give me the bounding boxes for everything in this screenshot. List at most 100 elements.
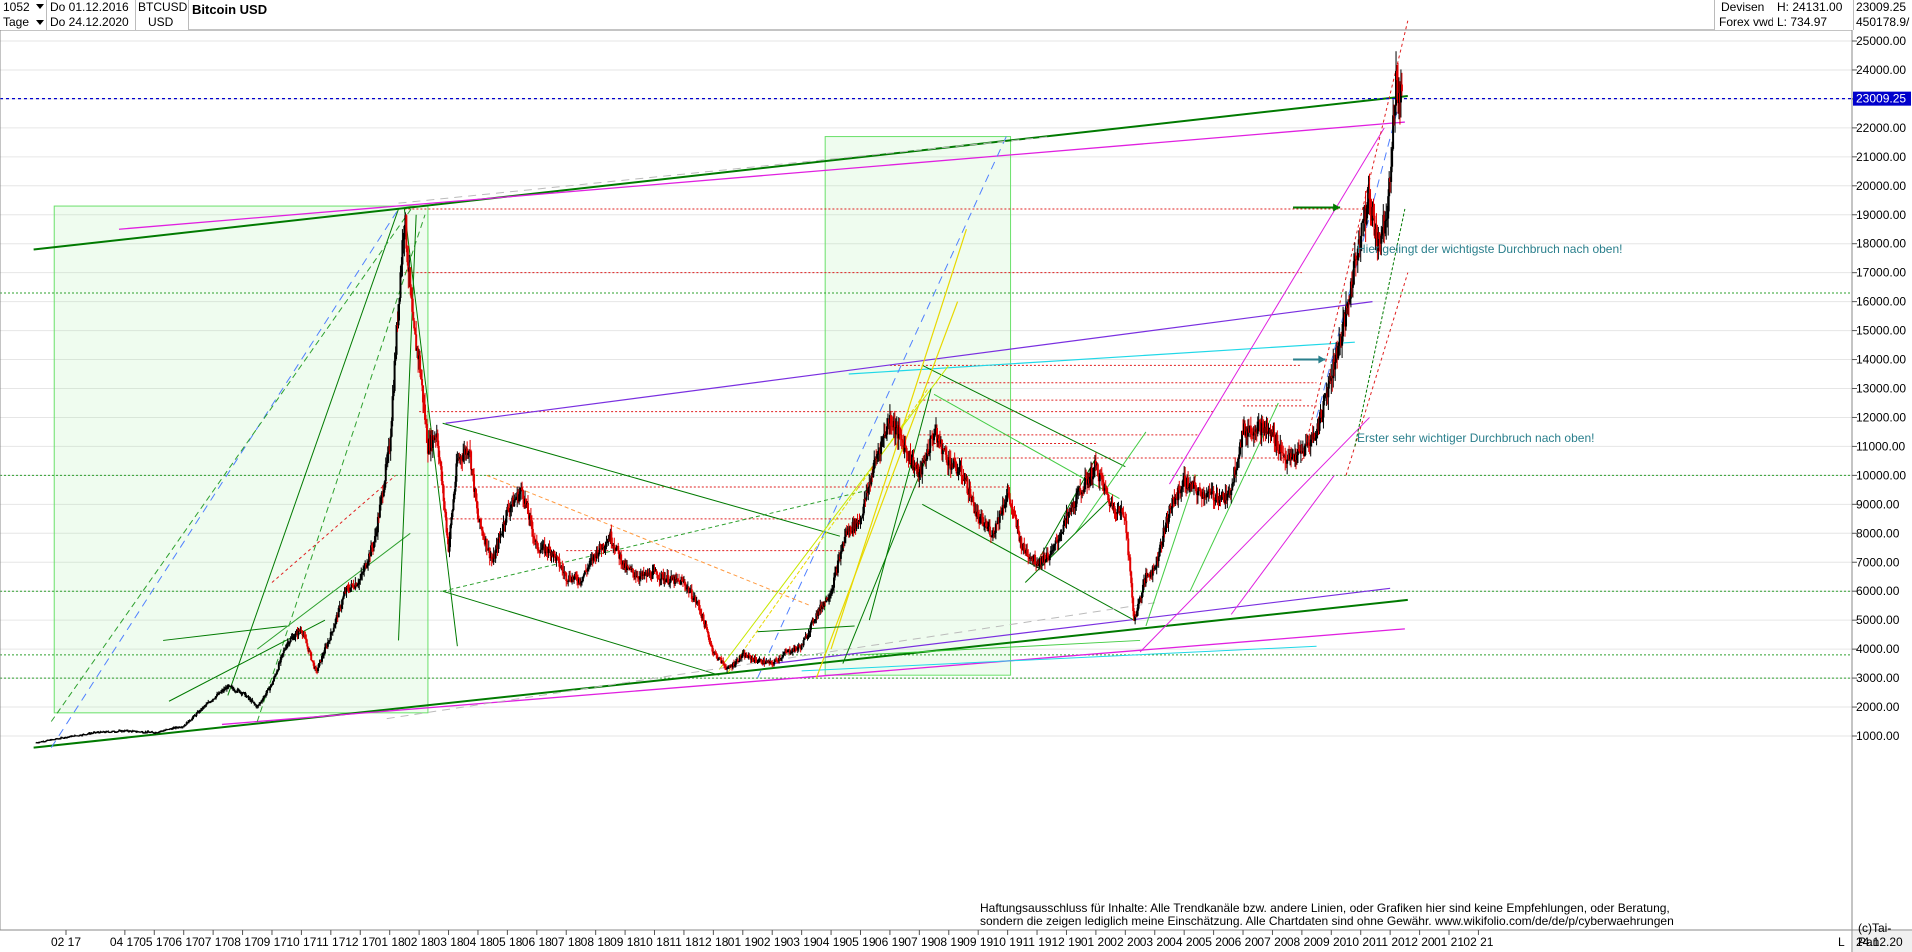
- candle-body: [1018, 532, 1021, 542]
- candle-body: [445, 517, 448, 533]
- candle-body: [394, 354, 397, 361]
- disclaimer-line-1: Haftungsausschluss für Inhalte: Alle Tre…: [980, 901, 1670, 915]
- candle-body: [833, 577, 836, 588]
- candle-body: [304, 634, 307, 639]
- candle-body: [176, 727, 179, 729]
- candle-body: [110, 731, 113, 733]
- bars-control[interactable]: 1052 Tage: [0, 0, 47, 30]
- candle-body: [1281, 452, 1284, 454]
- y-tick-label: 2000.00: [1856, 700, 1900, 714]
- candle-body: [763, 659, 766, 664]
- candle-body: [392, 391, 395, 397]
- candle-body: [580, 581, 583, 583]
- candle-body: [1065, 512, 1068, 521]
- candle-body: [773, 661, 776, 665]
- candle-body: [1351, 284, 1354, 288]
- candle-body: [1013, 510, 1016, 515]
- trend-line: [398, 214, 417, 641]
- candle-body: [1313, 433, 1316, 441]
- x-tick-label: 08 19: [934, 935, 964, 949]
- candle-body: [1062, 524, 1065, 532]
- candle-body: [1239, 442, 1242, 455]
- candle-body: [1144, 573, 1147, 584]
- period-select[interactable]: Tage: [3, 15, 30, 29]
- candle-body: [1048, 555, 1051, 561]
- candle-body: [44, 741, 47, 743]
- candle-body: [272, 677, 275, 682]
- candle-body: [343, 591, 346, 596]
- to-date[interactable]: Do 24.12.2020: [50, 15, 129, 29]
- candle-body: [67, 736, 70, 738]
- candle-body: [683, 581, 686, 586]
- candle-body: [1233, 467, 1236, 483]
- from-date[interactable]: Do 01.12.2016: [50, 0, 129, 14]
- candle-body: [147, 731, 150, 733]
- candle-body: [1237, 458, 1240, 463]
- candle-body: [947, 457, 950, 466]
- date-range[interactable]: Do 01.12.2016 Do 24.12.2020: [47, 0, 136, 30]
- candle-body: [180, 727, 183, 729]
- trend-line: [860, 639, 1141, 656]
- candle-body: [375, 532, 378, 534]
- candle-body: [1388, 178, 1391, 197]
- candle-body: [1241, 430, 1244, 448]
- trend-line: [718, 365, 950, 670]
- candle-body: [86, 733, 89, 735]
- candle-body: [1390, 166, 1393, 182]
- candle-body: [579, 582, 582, 584]
- candle-body: [592, 554, 595, 561]
- candle-body: [810, 621, 813, 626]
- candle-body: [841, 542, 844, 551]
- candle-body: [357, 583, 360, 585]
- candle-body: [928, 452, 931, 455]
- candle-body: [790, 652, 793, 654]
- candle-body: [391, 396, 394, 421]
- x-tick-label: 01 18: [375, 935, 405, 949]
- candle-body: [776, 659, 779, 662]
- candle-body: [842, 542, 845, 544]
- chart-title: Bitcoin USD: [192, 2, 268, 17]
- candle-body: [460, 456, 463, 460]
- candle-body: [821, 605, 824, 610]
- candle-body: [262, 698, 265, 701]
- candle-body: [1167, 517, 1170, 524]
- candle-body: [1356, 248, 1359, 260]
- market-box: Devisen Forex vwd: [1714, 0, 1774, 30]
- candle-body: [423, 404, 426, 420]
- candle-body: [204, 705, 207, 707]
- candle-body: [1007, 492, 1010, 494]
- candle-body: [1023, 543, 1026, 550]
- x-tick-label: 12 20: [1405, 935, 1435, 949]
- symbol-box[interactable]: BTCUSD USD: [136, 0, 189, 30]
- candle-body: [1091, 476, 1094, 480]
- candle-body: [1009, 499, 1012, 506]
- candle-body: [309, 650, 312, 653]
- candle-body: [736, 659, 739, 662]
- candle-body: [1109, 504, 1112, 506]
- candle-body: [275, 671, 278, 675]
- chevron-down-icon[interactable]: [36, 4, 44, 9]
- chevron-down-icon[interactable]: [36, 20, 44, 25]
- candle-body: [890, 425, 893, 427]
- candle-body: [740, 656, 743, 658]
- candle-body: [419, 355, 422, 373]
- candle-body: [510, 504, 513, 509]
- candle-body: [45, 740, 48, 742]
- candle-body: [278, 662, 281, 664]
- candle-body: [1152, 566, 1155, 569]
- trend-line: [442, 489, 870, 592]
- candle-body: [499, 534, 502, 538]
- candle-body: [1400, 84, 1403, 92]
- candle-body: [113, 730, 116, 732]
- candle-body: [771, 661, 774, 665]
- candle-body: [1084, 477, 1087, 490]
- candle-body: [1158, 547, 1161, 557]
- trend-line: [256, 214, 426, 722]
- candle-body: [1282, 452, 1285, 457]
- candle-body: [383, 481, 386, 490]
- candle-body: [923, 459, 926, 463]
- candle-body: [1184, 475, 1187, 487]
- candle-body: [900, 435, 903, 441]
- trend-line: [256, 532, 411, 650]
